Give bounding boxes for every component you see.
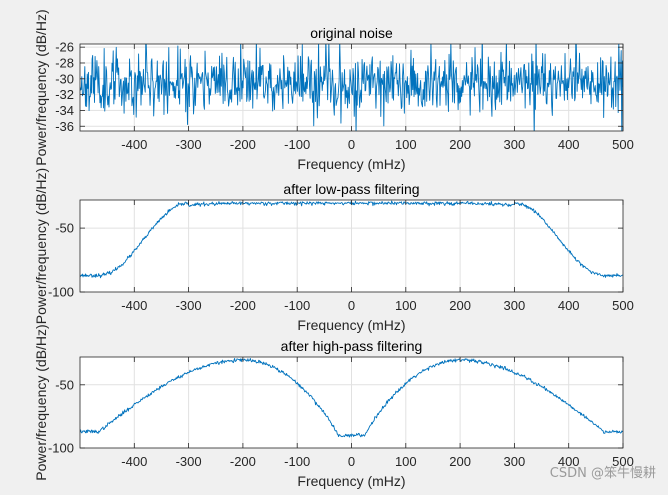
x-tick-label: 0 — [348, 454, 355, 469]
x-tick-label: -100 — [284, 298, 310, 313]
y-tick-label: -36 — [55, 119, 74, 134]
x-tick-label: 200 — [449, 454, 471, 469]
x-tick-label: 100 — [395, 454, 417, 469]
x-tick-label: 100 — [395, 298, 417, 313]
x-tick-label: -100 — [284, 137, 310, 152]
series-line-1 — [80, 44, 623, 131]
y-tick-label: -28 — [55, 55, 74, 70]
x-tick-label: 200 — [449, 298, 471, 313]
x-tick-label: 400 — [558, 454, 580, 469]
x-tick-label: -300 — [176, 454, 202, 469]
chart-title: original noise — [310, 25, 393, 41]
x-tick-label: 400 — [558, 137, 580, 152]
csdn-watermark: CSDN @笨牛慢耕 — [549, 466, 656, 481]
chart-panel-3: -400 -300 -200 -100 0 100 200 300 400 500 -100 -50 a… — [33, 324, 634, 489]
series-line-1 — [80, 358, 623, 438]
x-tick-label: 200 — [449, 137, 471, 152]
y-tick-label: -100 — [48, 285, 74, 300]
x-tick-label: -100 — [284, 454, 310, 469]
x-tick-label: -400 — [121, 137, 147, 152]
y-tick-label: -30 — [55, 71, 74, 86]
x-tick-label: 100 — [395, 137, 417, 152]
x-tick-label: -200 — [230, 454, 256, 469]
x-axis-label: Frequency (mHz) — [297, 473, 405, 489]
x-tick-label: 400 — [558, 298, 580, 313]
x-tick-label: -300 — [176, 137, 202, 152]
y-axis-label: Power/frequency (dB/Hz) — [33, 9, 49, 165]
x-tick-label: 300 — [504, 298, 526, 313]
x-tick-label: -200 — [230, 137, 256, 152]
y-tick-label: -50 — [55, 377, 74, 392]
x-tick-label: 500 — [612, 298, 634, 313]
y-tick-label: -26 — [55, 40, 74, 55]
x-tick-label: -400 — [121, 298, 147, 313]
y-tick-label: -100 — [48, 441, 74, 456]
x-axis-label: Frequency (mHz) — [297, 156, 405, 172]
y-tick-label: -50 — [55, 221, 74, 236]
x-tick-label: 500 — [612, 454, 634, 469]
x-tick-label: 0 — [348, 137, 355, 152]
x-tick-label: -400 — [121, 454, 147, 469]
chart-panel-1: -400 -300 -200 -100 0 100 200 300 400 500-36-34-3… — [33, 9, 634, 172]
x-tick-label: 300 — [504, 137, 526, 152]
y-axis-label: Power/frequency (dB/Hz) — [33, 168, 49, 324]
chart-title: after low-pass filtering — [283, 181, 419, 197]
x-axis-label: Frequency (mHz) — [297, 317, 405, 333]
y-axis-label: Power/frequency (dB/Hz) — [33, 324, 49, 480]
y-tick-label: -32 — [55, 87, 74, 102]
chart-panel-2: -400 -300 -200 -100 0 100 200 300 400 500 -100 -50 a… — [33, 168, 634, 333]
x-tick-label: -300 — [176, 298, 202, 313]
chart-title: after high-pass filtering — [281, 338, 423, 354]
x-tick-label: 300 — [504, 454, 526, 469]
y-tick-label: -34 — [55, 103, 74, 118]
x-tick-label: 0 — [348, 298, 355, 313]
x-tick-label: 500 — [612, 137, 634, 152]
x-tick-label: -200 — [230, 298, 256, 313]
